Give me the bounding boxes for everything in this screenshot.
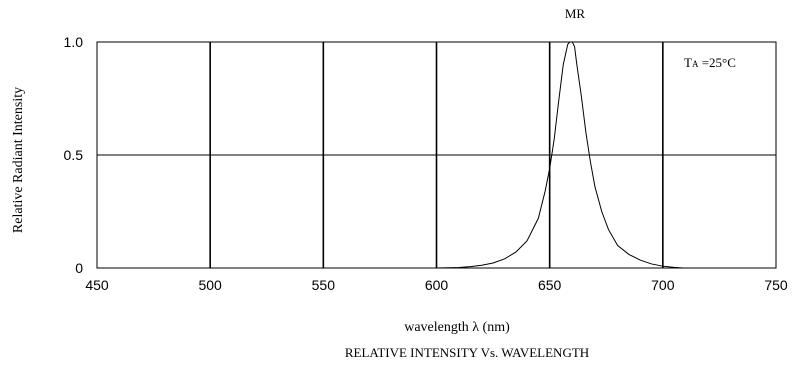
y-tick-label: 0	[75, 260, 83, 276]
y-axis-label: Relative Radiant Intensity	[11, 87, 26, 233]
y-tick-label: 1.0	[64, 34, 84, 50]
x-axis-label: wavelength λ (nm)	[404, 320, 510, 335]
series-label: MR	[565, 6, 586, 21]
x-tick-label: 600	[425, 277, 449, 293]
y-tick-label: 0.5	[64, 147, 84, 163]
x-tick-label: 650	[538, 277, 562, 293]
temperature-annotation: TA =25°C	[684, 55, 736, 70]
x-tick-label: 450	[85, 277, 109, 293]
temperature-annotation-main: T	[684, 55, 692, 70]
x-tick-label: 700	[651, 277, 675, 293]
series-line-mr	[436, 41, 684, 269]
temperature-annotation-sub: A	[692, 59, 699, 69]
x-tick-label: 750	[764, 277, 788, 293]
tick-labels: 450 500 550 600 650 700 750 0 0.5 1.0	[64, 34, 788, 293]
chart-title: RELATIVE INTENSITY Vs. WAVELENGTH	[345, 345, 589, 360]
temperature-annotation-rest: =25°C	[698, 55, 735, 70]
grid	[97, 42, 776, 268]
x-tick-label: 550	[312, 277, 336, 293]
x-tick-label: 500	[198, 277, 222, 293]
